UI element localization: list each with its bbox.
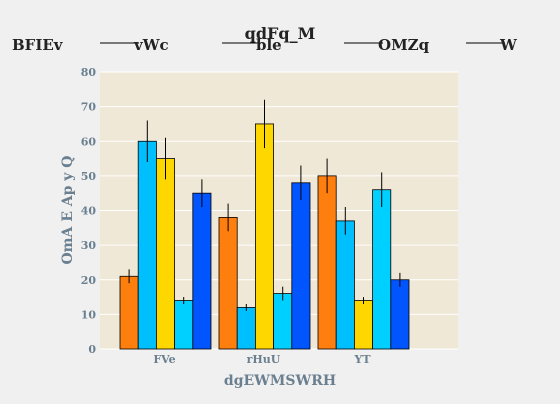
bar xyxy=(119,275,139,350)
bar xyxy=(236,307,256,350)
y-ticks: 0 10 20 30 40 50 60 70 80 xyxy=(81,66,97,356)
legend-label: W xyxy=(499,36,518,54)
x-tick-label: YT xyxy=(353,353,371,366)
bar xyxy=(155,158,175,350)
bar xyxy=(174,300,194,350)
y-tick-label: 60 xyxy=(81,135,97,148)
y-tick-label: 30 xyxy=(81,239,97,252)
legend-label: ble xyxy=(256,36,282,54)
x-axis-label: dgEWMSWRH xyxy=(224,373,336,389)
bar xyxy=(273,293,293,350)
y-tick-label: 0 xyxy=(88,343,96,356)
y-axis-label: OmA E Ap y Q xyxy=(60,155,76,264)
legend: BFIEv vWc ble OMZq W xyxy=(12,36,518,54)
bar xyxy=(317,175,337,350)
bar xyxy=(390,279,410,350)
bar xyxy=(192,192,212,350)
bar xyxy=(137,140,157,350)
legend-label: BFIEv xyxy=(12,36,64,54)
bars xyxy=(119,99,410,350)
y-tick-label: 70 xyxy=(81,101,97,114)
y-tick-label: 40 xyxy=(81,205,97,218)
bar xyxy=(254,123,274,350)
x-tick-label: FVe xyxy=(153,353,175,366)
chart-title: qdFq_M xyxy=(245,24,316,43)
y-tick-label: 20 xyxy=(81,274,97,287)
legend-label: OMZq xyxy=(378,36,430,54)
bar xyxy=(291,182,311,350)
bar xyxy=(218,217,238,350)
y-tick-label: 50 xyxy=(81,170,97,183)
legend-label: vWc xyxy=(133,36,169,54)
y-tick-label: 80 xyxy=(81,66,97,79)
y-tick-label: 10 xyxy=(81,308,97,321)
x-tick-label: rHuU xyxy=(247,353,281,366)
bar xyxy=(335,220,355,350)
bar xyxy=(353,300,373,350)
x-ticks: FVe rHuU YT xyxy=(153,353,371,366)
bar xyxy=(372,189,392,350)
